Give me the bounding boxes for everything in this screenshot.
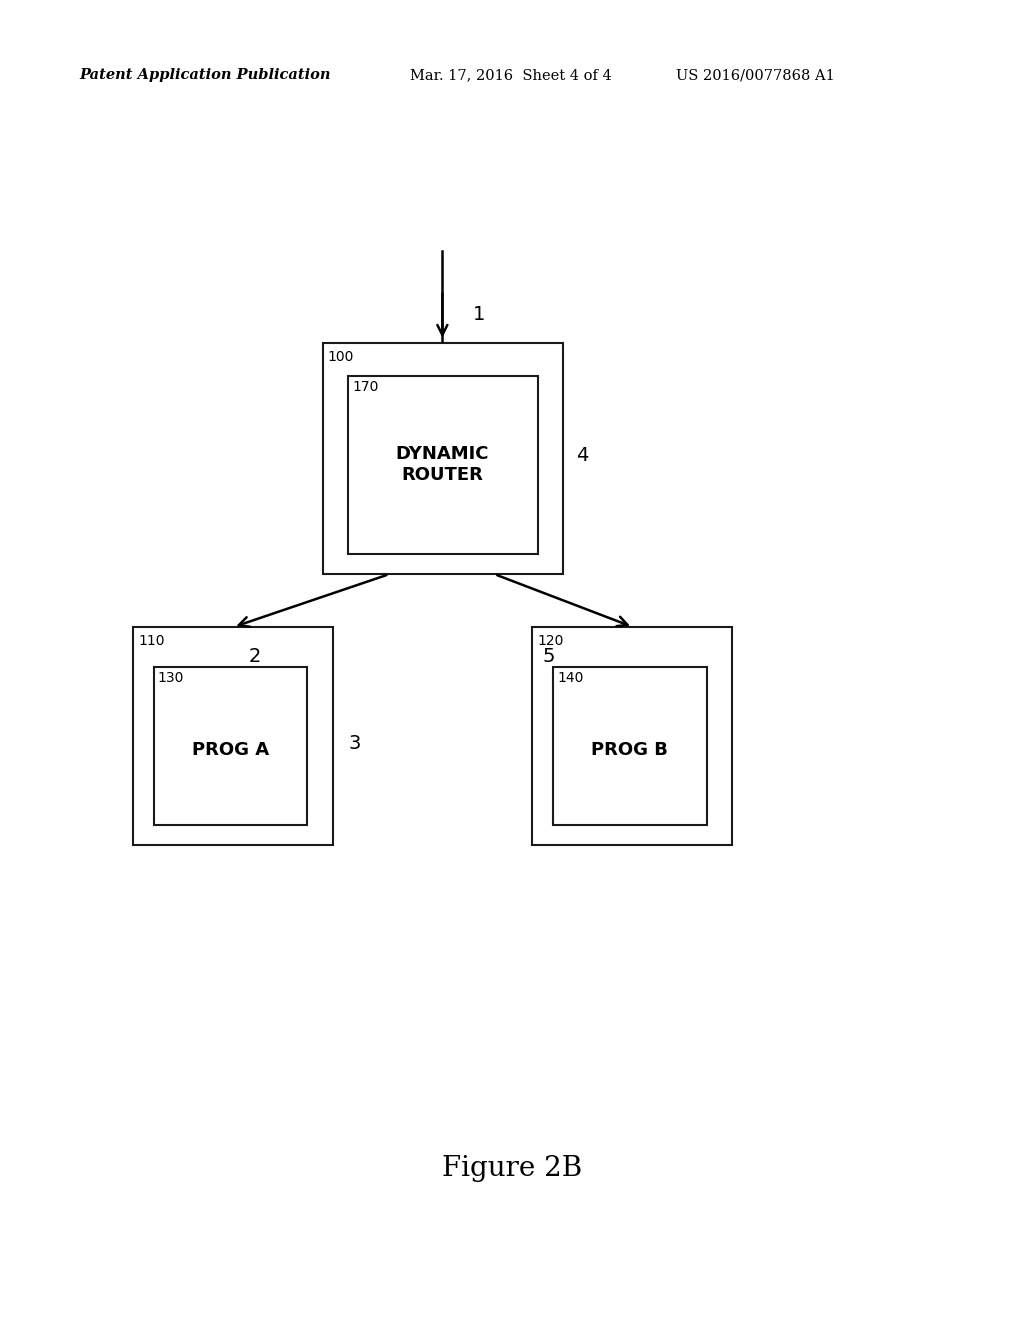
Bar — [553, 667, 707, 825]
Bar — [323, 343, 563, 574]
Bar — [348, 376, 538, 554]
Text: DYNAMIC
ROUTER: DYNAMIC ROUTER — [395, 445, 489, 484]
Text: US 2016/0077868 A1: US 2016/0077868 A1 — [676, 69, 835, 82]
Text: 2: 2 — [249, 647, 261, 665]
Text: 100: 100 — [328, 350, 354, 364]
Text: 130: 130 — [158, 671, 184, 685]
Bar — [532, 627, 732, 845]
Text: 110: 110 — [138, 634, 165, 648]
Text: 170: 170 — [352, 380, 379, 395]
Text: 5: 5 — [543, 647, 555, 665]
Text: 1: 1 — [473, 305, 485, 323]
Text: PROG B: PROG B — [591, 741, 669, 759]
Text: Mar. 17, 2016  Sheet 4 of 4: Mar. 17, 2016 Sheet 4 of 4 — [410, 69, 611, 82]
Text: PROG A: PROG A — [191, 741, 269, 759]
Text: 3: 3 — [348, 734, 360, 752]
Text: 120: 120 — [538, 634, 564, 648]
Bar — [133, 627, 333, 845]
Text: 4: 4 — [577, 446, 589, 465]
Text: Figure 2B: Figure 2B — [442, 1155, 582, 1181]
Text: Patent Application Publication: Patent Application Publication — [79, 69, 331, 82]
Text: 140: 140 — [557, 671, 584, 685]
Bar — [154, 667, 307, 825]
